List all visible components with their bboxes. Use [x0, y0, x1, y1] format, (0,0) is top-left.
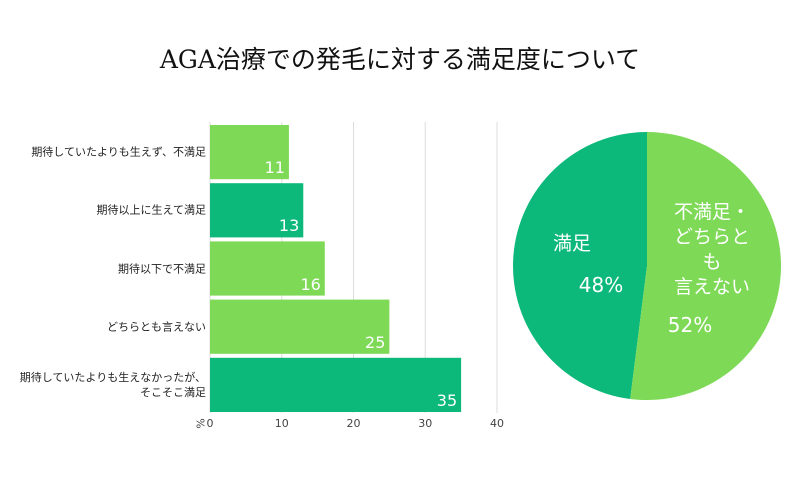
value-label: 52% — [667, 313, 713, 337]
chart-title: AGA治療での発毛に対する満足度について — [159, 45, 641, 74]
bar — [210, 357, 462, 412]
slice-label: 満足 — [552, 232, 592, 255]
y-tick-label: どちらとも言えない — [107, 320, 206, 334]
pie-slice — [630, 132, 782, 400]
value-label: 13 — [278, 216, 300, 236]
x-tick-label: 20 — [346, 417, 361, 430]
pie-slice — [513, 132, 647, 399]
value-label: 25 — [365, 332, 386, 352]
x-tick-label: 10 — [274, 417, 289, 430]
bar — [210, 183, 304, 238]
bar — [210, 299, 390, 354]
y-tick-label: 期待していたよりも生えず、不満足 — [31, 145, 206, 159]
value-label: 35 — [436, 391, 458, 410]
bar — [210, 125, 289, 180]
x-axis-label: % — [193, 418, 207, 429]
y-tick-label: 期待していたよりも生えなかったが、 そこそこ満足 — [19, 370, 206, 399]
x-tick-label: 30 — [418, 417, 433, 430]
slice-label: 不満足・ どちらとも 言えない — [673, 201, 750, 298]
value-label: 16 — [300, 274, 321, 294]
bar — [210, 241, 325, 296]
value-label: 11 — [264, 158, 285, 178]
y-tick-label: 期待以下で不満足 — [118, 262, 206, 275]
x-tick-label: 40 — [490, 417, 504, 430]
x-tick-label: 0 — [206, 417, 214, 430]
y-tick-label: 期待以上に生えて満足 — [96, 203, 206, 217]
value-label: 48% — [578, 273, 624, 297]
